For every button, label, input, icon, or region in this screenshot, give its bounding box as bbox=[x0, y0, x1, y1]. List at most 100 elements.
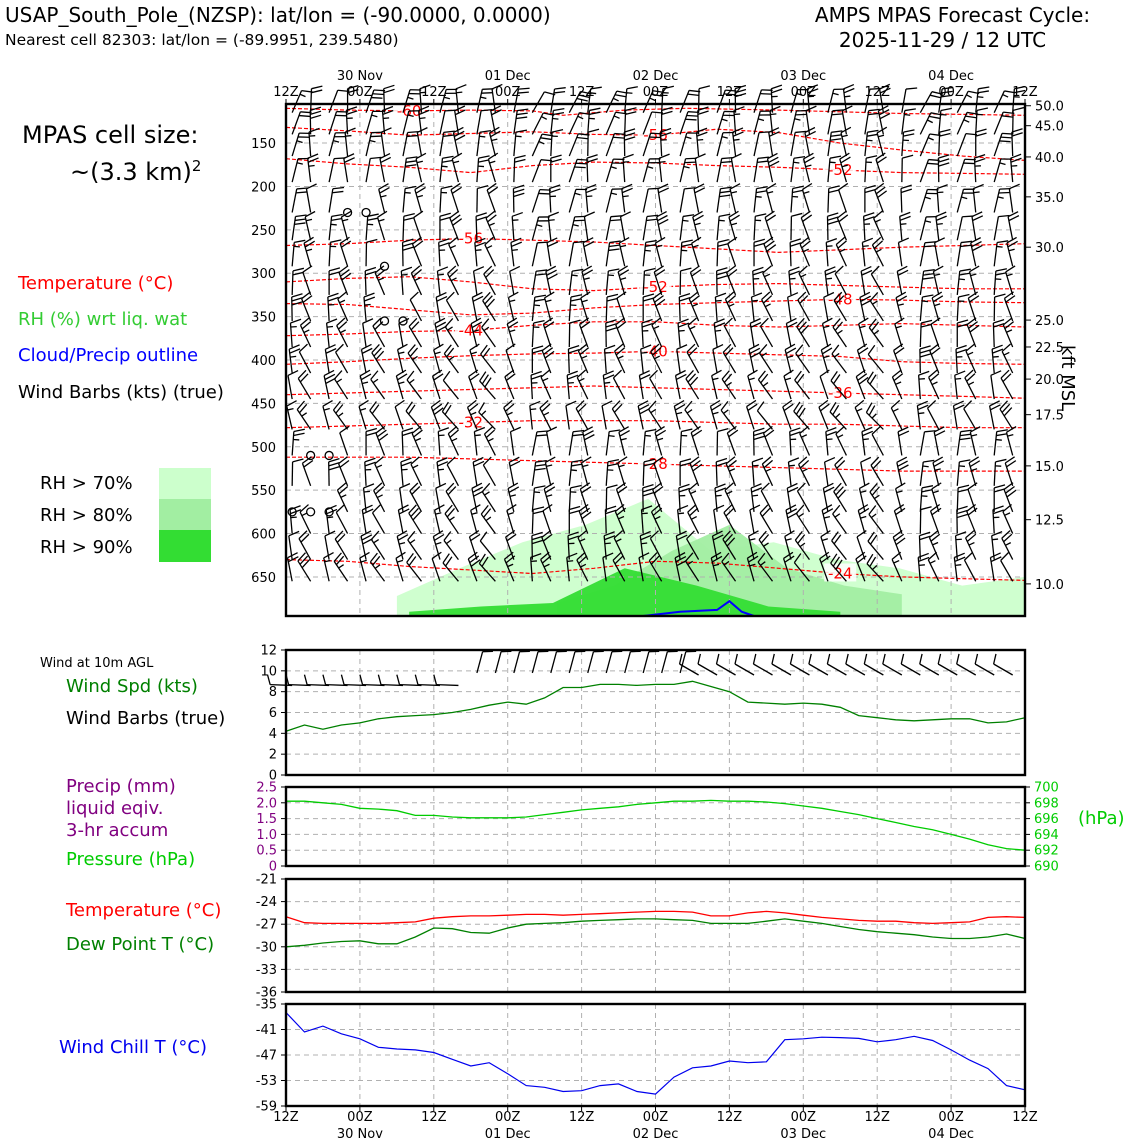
barb-half-flag bbox=[823, 515, 831, 519]
barb-flag bbox=[551, 129, 564, 133]
barb-half-flag bbox=[967, 351, 974, 356]
barb-staff bbox=[482, 464, 496, 487]
barb-flag bbox=[650, 343, 660, 353]
y-tick-label: 2.5 bbox=[256, 781, 277, 796]
barb-flag bbox=[747, 551, 758, 559]
wind-barb bbox=[790, 155, 806, 183]
wind-barb bbox=[721, 552, 737, 582]
barb-half-flag bbox=[486, 245, 493, 249]
y-tick-label: 0.5 bbox=[256, 844, 277, 859]
wind-barb bbox=[789, 238, 802, 267]
barb-half-flag bbox=[961, 196, 968, 200]
barb-staff bbox=[930, 324, 940, 348]
barb-flag bbox=[867, 531, 875, 542]
barb-flag bbox=[289, 348, 301, 354]
barb-staff bbox=[716, 158, 723, 183]
wind-barb bbox=[539, 399, 552, 430]
barb-half-flag bbox=[484, 491, 490, 496]
barb-flag bbox=[397, 534, 409, 541]
wind-barb bbox=[956, 653, 977, 676]
barb-flag bbox=[658, 187, 669, 194]
barb-staff bbox=[771, 663, 792, 676]
barb-flag bbox=[301, 321, 312, 330]
wind-barb bbox=[827, 109, 844, 135]
barb-staff bbox=[472, 271, 478, 296]
barb-flag bbox=[862, 430, 874, 437]
barb-staff bbox=[505, 536, 515, 560]
wind-barb bbox=[1001, 343, 1014, 374]
wind-barb bbox=[916, 400, 929, 430]
barb-flag bbox=[536, 434, 548, 437]
wind-barb bbox=[340, 674, 367, 687]
barb-flag bbox=[617, 265, 628, 273]
barb-flag bbox=[510, 426, 522, 433]
wind-barb bbox=[728, 210, 740, 241]
wind-barb bbox=[364, 457, 376, 486]
wind-barb bbox=[641, 318, 653, 348]
wind-barb bbox=[488, 126, 501, 157]
barb-flag bbox=[856, 555, 867, 564]
wind-barb bbox=[793, 553, 810, 582]
barb-flag bbox=[866, 553, 874, 565]
wind-barb bbox=[1009, 153, 1022, 183]
wind-barb bbox=[919, 269, 935, 296]
barb-flag bbox=[513, 188, 525, 194]
barb-half-flag bbox=[856, 408, 863, 412]
barb-flag bbox=[514, 158, 526, 163]
barb-flag bbox=[956, 653, 960, 665]
barb-flag bbox=[662, 85, 674, 90]
wind-barb bbox=[676, 344, 688, 374]
wind-barb bbox=[854, 399, 866, 430]
barb-staff bbox=[1005, 432, 1014, 456]
barb-flag bbox=[358, 399, 369, 408]
wind-barb bbox=[993, 484, 1006, 512]
barb-flag bbox=[1004, 291, 1014, 299]
wind-barb bbox=[640, 344, 652, 374]
barb-flag bbox=[470, 559, 481, 567]
barb-flag bbox=[996, 429, 1008, 433]
wind-barb bbox=[789, 427, 801, 456]
barb-flag bbox=[798, 407, 806, 418]
barb-flag bbox=[861, 426, 873, 433]
barb-half-flag bbox=[612, 97, 619, 102]
barb-flag bbox=[694, 187, 706, 194]
barb-flag bbox=[582, 237, 594, 244]
barb-flag bbox=[867, 112, 880, 116]
wind-barb bbox=[836, 210, 849, 241]
barb-staff bbox=[475, 216, 478, 241]
wind-barb bbox=[796, 317, 811, 348]
barb-half-flag bbox=[306, 248, 313, 252]
barb-flag bbox=[578, 503, 589, 512]
barb-flag bbox=[695, 153, 706, 159]
barb-flag bbox=[511, 241, 523, 248]
barb-flag bbox=[868, 108, 880, 112]
wind-barb bbox=[861, 237, 874, 267]
wind-barb bbox=[650, 504, 663, 534]
barb-half-flag bbox=[801, 468, 808, 473]
barb-flag bbox=[974, 653, 979, 665]
wind-barb bbox=[833, 291, 847, 322]
wind-barb bbox=[439, 155, 454, 183]
barb-flag bbox=[625, 107, 637, 112]
wind-barb bbox=[443, 531, 459, 560]
barb-staff bbox=[963, 559, 977, 582]
barb-flag bbox=[470, 504, 481, 511]
wind-barb bbox=[823, 291, 835, 322]
y-tick-label: -24 bbox=[256, 895, 277, 910]
barb-flag bbox=[757, 156, 769, 160]
legend-cloud: Cloud/Precip outline bbox=[18, 345, 199, 366]
wind-barb bbox=[688, 291, 700, 322]
barb-flag bbox=[410, 265, 421, 274]
wind-barb bbox=[679, 267, 692, 295]
wind-barb bbox=[531, 506, 545, 534]
wind-barb bbox=[917, 552, 930, 582]
top-time-label: 12Z bbox=[1012, 85, 1038, 100]
barb-flag bbox=[640, 344, 652, 350]
pressure-tick-label: 550 bbox=[251, 484, 276, 499]
barb-flag bbox=[761, 507, 771, 517]
wind-barb bbox=[868, 318, 884, 348]
wind-barb bbox=[895, 291, 908, 322]
barb-flag bbox=[765, 183, 777, 190]
barb-flag bbox=[371, 96, 383, 99]
wind-barb bbox=[866, 371, 884, 400]
